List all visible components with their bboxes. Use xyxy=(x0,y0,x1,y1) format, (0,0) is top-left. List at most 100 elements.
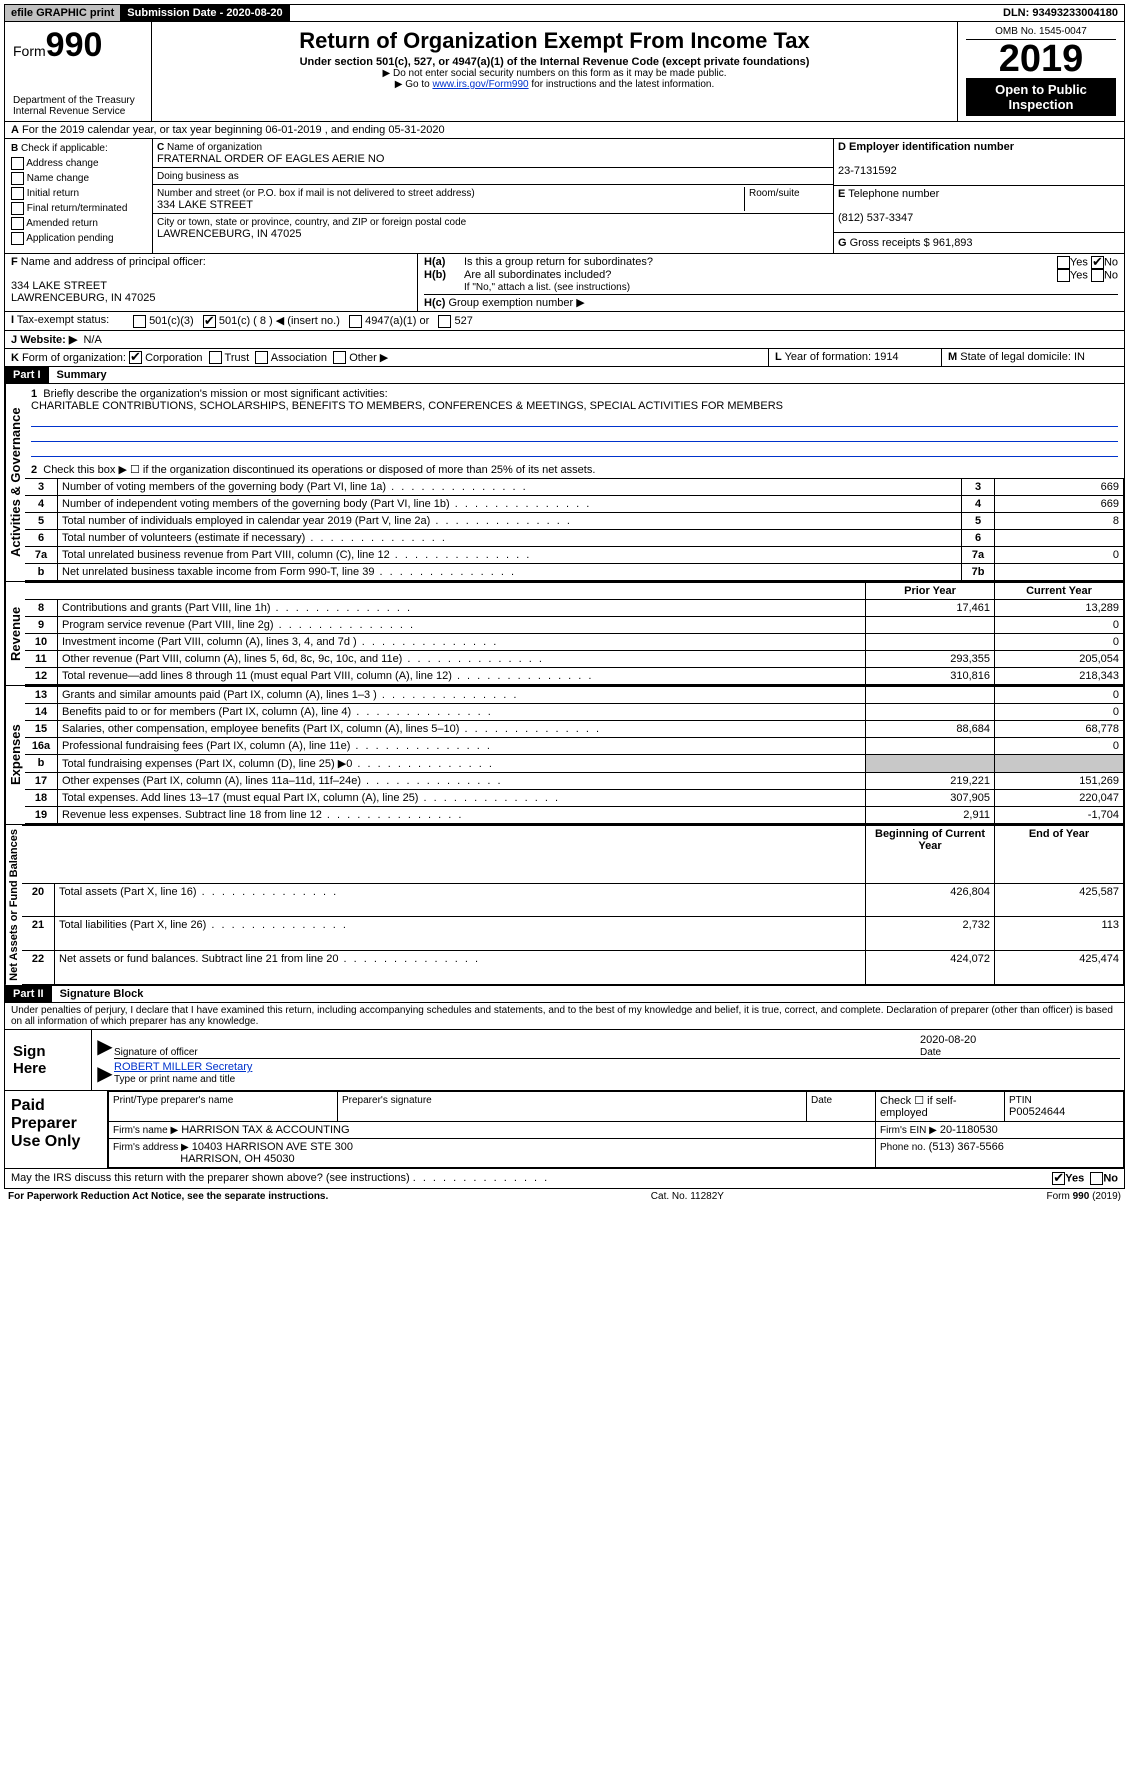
title-block: Return of Organization Exempt From Incom… xyxy=(152,22,958,121)
ha-yes[interactable] xyxy=(1057,256,1070,269)
part2-header: Part II Signature Block xyxy=(4,986,1125,1003)
top-bar: efile GRAPHIC print Submission Date - 20… xyxy=(4,4,1125,22)
revenue-section: Revenue Prior YearCurrent Year8Contribut… xyxy=(4,582,1125,686)
date-label: Date xyxy=(920,1047,941,1058)
vlabel-expenses: Expenses xyxy=(5,686,25,824)
footer-form: Form 990 (2019) xyxy=(1047,1191,1121,1202)
city-label: City or town, state or province, country… xyxy=(157,217,466,228)
type-name-label: Type or print name and title xyxy=(114,1074,235,1085)
ha-no[interactable] xyxy=(1091,256,1104,269)
part1-body: Activities & Governance 1 Briefly descri… xyxy=(4,384,1125,582)
hb-note: If "No," attach a list. (see instruction… xyxy=(424,282,1118,293)
form990-link[interactable]: www.irs.gov/Form990 xyxy=(432,79,528,90)
open-public-badge: Open to Public Inspection xyxy=(966,78,1116,116)
checkbox-name-change[interactable] xyxy=(11,172,24,185)
checkbox-final-return[interactable] xyxy=(11,202,24,215)
arrow-icon: ▶ xyxy=(96,1061,114,1086)
identity-block: B Check if applicable: Address change Na… xyxy=(4,139,1125,254)
officer-label: Name and address of principal officer: xyxy=(21,256,206,268)
box-deg: D Employer identification number 23-7131… xyxy=(834,139,1124,253)
officer-name[interactable]: ROBERT MILLER Secretary xyxy=(114,1061,252,1073)
q1-label: Briefly describe the organization's miss… xyxy=(43,388,387,400)
checkbox-amended[interactable] xyxy=(11,217,24,230)
arrow-icon: ▶ xyxy=(96,1034,114,1059)
form-title: Return of Organization Exempt From Incom… xyxy=(160,28,949,54)
efile-label: efile GRAPHIC print xyxy=(11,7,114,19)
firm-phone: (513) 367-5566 xyxy=(929,1141,1004,1153)
form-header: Form990 Department of the Treasury Inter… xyxy=(4,22,1125,122)
ein-label: Employer identification number xyxy=(849,141,1014,153)
note-link: ▶ Go to www.irs.gov/Form990 for instruct… xyxy=(160,79,949,90)
year-formation: 1914 xyxy=(874,351,898,363)
street-address: 334 LAKE STREET xyxy=(157,199,253,211)
k-corp[interactable] xyxy=(129,351,142,364)
officer-addr1: 334 LAKE STREET xyxy=(11,280,107,292)
governance-table: 3Number of voting members of the governi… xyxy=(25,478,1124,581)
klm-row: K Form of organization: Corporation Trus… xyxy=(4,349,1125,368)
te-501c[interactable] xyxy=(203,315,216,328)
tax-exempt-row: I Tax-exempt status: 501(c)(3) 501(c) ( … xyxy=(4,312,1125,331)
form-number: Form990 xyxy=(13,26,143,65)
te-501c3[interactable] xyxy=(133,315,146,328)
ein-value: 23-7131592 xyxy=(838,165,897,177)
discuss-row: May the IRS discuss this return with the… xyxy=(4,1169,1125,1189)
perjury-text: Under penalties of perjury, I declare th… xyxy=(4,1003,1125,1030)
domicile: IN xyxy=(1074,351,1085,363)
expenses-table: 13Grants and similar amounts paid (Part … xyxy=(25,686,1124,824)
firm-name: HARRISON TAX & ACCOUNTING xyxy=(181,1124,349,1136)
hb-no[interactable] xyxy=(1091,269,1104,282)
form-subtitle: Under section 501(c), 527, or 4947(a)(1)… xyxy=(160,56,949,68)
expenses-section: Expenses 13Grants and similar amounts pa… xyxy=(4,686,1125,825)
org-name: FRATERNAL ORDER OF EAGLES AERIE NO xyxy=(157,153,384,165)
website-value: N/A xyxy=(83,334,101,346)
checkbox-app-pending[interactable] xyxy=(11,232,24,245)
efile-button[interactable]: efile GRAPHIC print xyxy=(5,5,121,21)
officer-addr2: LAWRENCEBURG, IN 47025 xyxy=(11,292,155,304)
gross-label: Gross receipts $ xyxy=(850,237,930,249)
tax-period: A For the 2019 calendar year, or tax yea… xyxy=(4,122,1125,139)
netassets-table: Beginning of Current YearEnd of Year20To… xyxy=(22,825,1124,985)
vlabel-governance: Activities & Governance xyxy=(5,384,25,581)
street-label: Number and street (or P.O. box if mail i… xyxy=(157,188,475,199)
checkbox-address-change[interactable] xyxy=(11,157,24,170)
right-header: OMB No. 1545-0047 2019 Open to Public In… xyxy=(958,22,1124,121)
city-state-zip: LAWRENCEBURG, IN 47025 xyxy=(157,228,301,240)
te-4947[interactable] xyxy=(349,315,362,328)
phone-value: (812) 537-3347 xyxy=(838,212,913,224)
part1-header: Part I Summary xyxy=(4,367,1125,384)
room-label: Room/suite xyxy=(749,188,800,199)
box-b: B Check if applicable: Address change Na… xyxy=(5,139,153,253)
hb-yes[interactable] xyxy=(1057,269,1070,282)
irs-label: Internal Revenue Service xyxy=(13,106,143,117)
footer-left: For Paperwork Reduction Act Notice, see … xyxy=(8,1191,328,1202)
paid-label: Paid Preparer Use Only xyxy=(5,1091,108,1168)
prep-sig-label: Preparer's signature xyxy=(342,1095,432,1106)
firm-ein: 20-1180530 xyxy=(940,1124,998,1136)
k-trust[interactable] xyxy=(209,351,222,364)
hc-label: Group exemption number ▶ xyxy=(448,297,584,309)
mission-text: CHARITABLE CONTRIBUTIONS, SCHOLARSHIPS, … xyxy=(31,400,783,412)
sig-officer-label: Signature of officer xyxy=(114,1047,198,1058)
discuss-no[interactable] xyxy=(1090,1172,1103,1185)
ptin-value: P00524644 xyxy=(1009,1106,1065,1118)
sign-here-block: Sign Here ▶ Signature of officer 2020-08… xyxy=(4,1030,1125,1091)
officer-group-block: F Name and address of principal officer:… xyxy=(4,254,1125,312)
tax-year: 2019 xyxy=(966,40,1116,78)
gross-receipts: 961,893 xyxy=(933,237,973,249)
discuss-yes[interactable] xyxy=(1052,1172,1065,1185)
k-other[interactable] xyxy=(333,351,346,364)
self-employed-check[interactable]: Check ☐ if self-employed xyxy=(876,1092,1005,1122)
q2-text: Check this box ▶ ☐ if the organization d… xyxy=(43,464,595,476)
ha-label: Is this a group return for subordinates? xyxy=(464,256,1057,269)
k-assoc[interactable] xyxy=(255,351,268,364)
prep-name-label: Print/Type preparer's name xyxy=(113,1095,233,1106)
checkbox-initial-return[interactable] xyxy=(11,187,24,200)
vlabel-netassets: Net Assets or Fund Balances xyxy=(5,825,22,985)
dln: DLN: 93493233004180 xyxy=(997,5,1124,21)
website-row: J Website: ▶ N/A xyxy=(4,331,1125,349)
hb-label: Are all subordinates included? xyxy=(464,269,1057,282)
phone-label: Telephone number xyxy=(848,188,939,200)
box-c: C Name of organization FRATERNAL ORDER O… xyxy=(153,139,834,253)
te-527[interactable] xyxy=(438,315,451,328)
sign-here-label: Sign Here xyxy=(5,1030,92,1090)
